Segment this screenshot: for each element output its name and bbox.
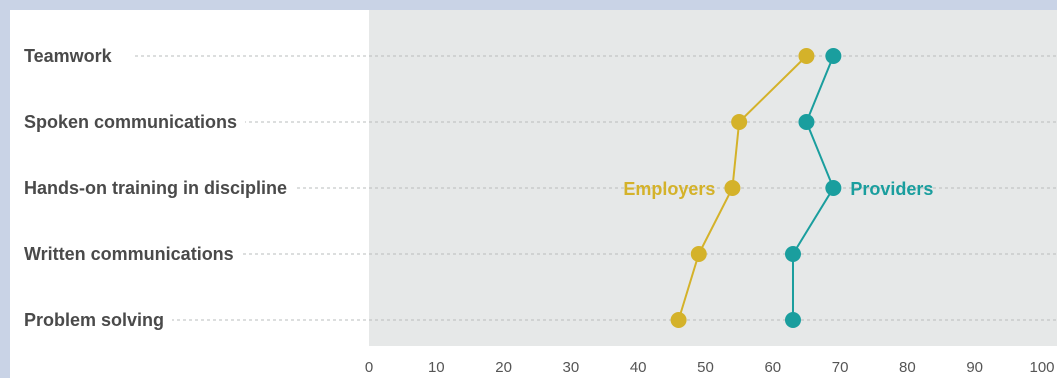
data-point-employers bbox=[731, 114, 748, 130]
category-label: Spoken communications bbox=[24, 112, 237, 132]
x-tick-label: 0 bbox=[365, 359, 373, 376]
data-point-providers bbox=[825, 48, 842, 64]
x-tick-label: 40 bbox=[630, 359, 647, 376]
x-tick-label: 30 bbox=[563, 359, 580, 376]
category-label-backing bbox=[22, 242, 242, 266]
plot-area bbox=[369, 10, 1057, 346]
dot-plot-chart: Teamwork Spoken communications Hands-on tr… bbox=[22, 10, 1057, 376]
category-label-backing bbox=[22, 176, 296, 200]
category-label: Teamwork bbox=[24, 46, 113, 66]
x-tick-label: 50 bbox=[697, 359, 714, 376]
series-label-providers: Providers bbox=[850, 179, 933, 199]
category-label: Written communications bbox=[24, 244, 234, 264]
category-label-backing bbox=[22, 110, 246, 134]
data-point-employers bbox=[670, 312, 687, 328]
x-tick-label: 20 bbox=[495, 359, 512, 376]
data-point-providers bbox=[784, 312, 801, 328]
data-point-providers bbox=[784, 246, 801, 262]
data-point-employers bbox=[724, 180, 741, 196]
data-point-employers bbox=[690, 246, 707, 262]
x-tick-label: 100 bbox=[1029, 359, 1054, 376]
data-point-providers bbox=[798, 114, 815, 130]
chart-frame: Teamwork Spoken communications Hands-on tr… bbox=[10, 10, 1057, 378]
x-tick-label: 60 bbox=[764, 359, 781, 376]
series-label-employers: Employers bbox=[623, 179, 715, 199]
category-label-backing bbox=[22, 308, 173, 332]
category-label: Hands-on training in discipline bbox=[24, 178, 287, 198]
x-tick-label: 70 bbox=[832, 359, 849, 376]
category-label: Problem solving bbox=[24, 310, 164, 330]
data-point-providers bbox=[825, 180, 842, 196]
x-tick-label: 10 bbox=[428, 359, 445, 376]
category-label-backing bbox=[22, 44, 121, 68]
x-tick-label: 90 bbox=[966, 359, 983, 376]
data-point-employers bbox=[798, 48, 815, 64]
x-tick-label: 80 bbox=[899, 359, 916, 376]
